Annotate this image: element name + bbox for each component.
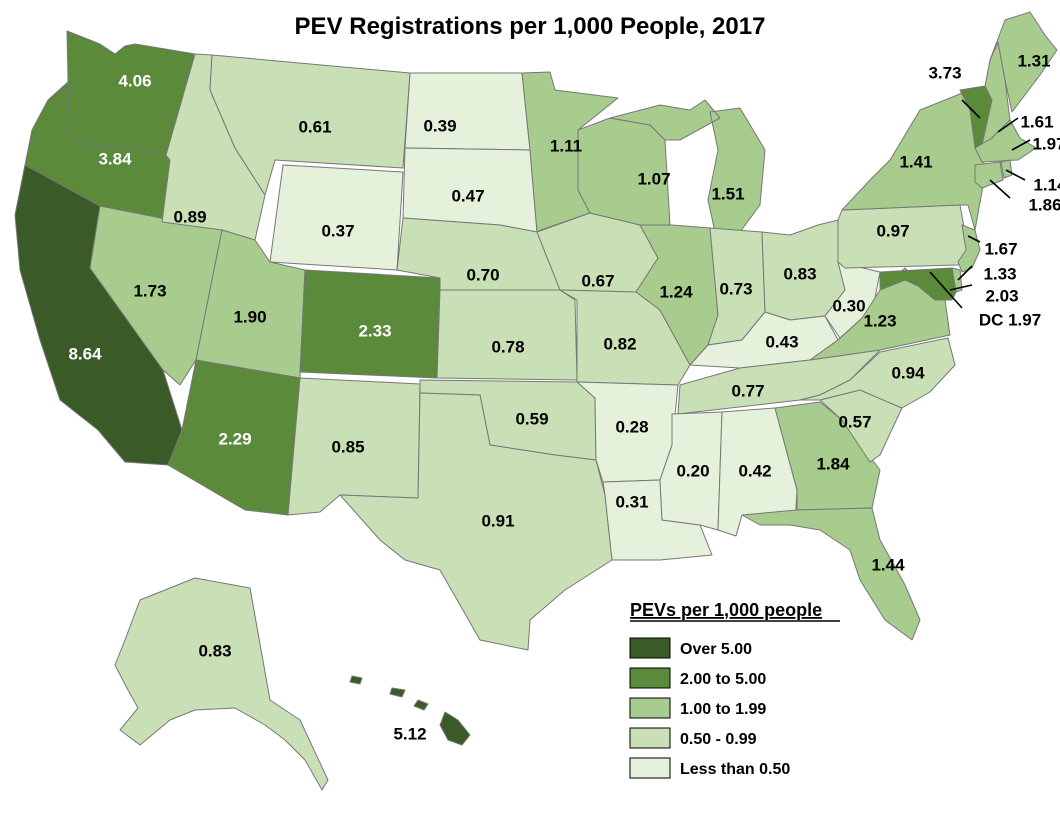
value-label-ky: 0.43: [765, 332, 798, 351]
value-label-sd: 0.47: [451, 186, 484, 205]
value-label-ia: 0.67: [581, 271, 614, 290]
value-label-mo: 0.82: [603, 334, 636, 353]
legend-label: 2.00 to 5.00: [680, 671, 766, 688]
value-label-mi: 1.51: [711, 184, 744, 203]
value-label-nj: 1.67: [984, 239, 1017, 258]
state-hi: [349, 675, 471, 746]
state-wy: [269, 164, 404, 271]
state-me: [989, 11, 1058, 113]
legend-label: Over 5.00: [680, 641, 752, 658]
legend: PEVs per 1,000 people Over 5.00 2.00 to 5…: [629, 600, 840, 779]
value-label-ut: 1.90: [233, 307, 266, 326]
value-label-ar: 0.28: [615, 417, 648, 436]
value-label-de: 1.33: [983, 264, 1016, 283]
value-label-ny: 1.41: [899, 152, 932, 171]
value-label-hi: 5.12: [393, 724, 426, 743]
state-ks: [436, 289, 578, 381]
value-label-fl: 1.44: [871, 555, 905, 574]
value-label-nc: 0.94: [891, 363, 925, 382]
legend-title: PEVs per 1,000 people: [630, 600, 822, 620]
legend-swatch: [629, 667, 671, 689]
value-label-ma: 1.97: [1032, 134, 1060, 153]
value-label-wi: 1.07: [637, 169, 670, 188]
state-fl: [741, 507, 921, 641]
value-label-nm: 0.85: [331, 437, 364, 456]
state-shapes: [14, 11, 1058, 791]
label-leader-lines: [929, 99, 1031, 309]
state-ga: [774, 401, 881, 511]
value-label-mn: 1.11: [550, 136, 582, 155]
legend-label: 0.50 - 0.99: [680, 731, 757, 748]
legend-swatch: [629, 697, 671, 719]
value-label-tn: 0.77: [731, 381, 764, 400]
value-label-mt: 0.61: [298, 117, 331, 136]
legend-swatch: [629, 637, 671, 659]
value-label-dc: DC 1.97: [979, 310, 1041, 329]
value-label-ca: 8.64: [68, 344, 102, 363]
value-label-nv: 1.73: [133, 281, 166, 300]
value-label-co: 2.33: [358, 321, 391, 340]
value-labels: 4.06 3.84 8.64 1.73 0.89 0.61 0.37 1.90 2.29 2.33…: [68, 51, 1060, 743]
value-label-ne: 0.70: [466, 265, 499, 284]
value-label-md: 2.03: [985, 286, 1018, 305]
state-wv: [824, 261, 881, 339]
legend-swatch: [629, 727, 671, 749]
map-title: PEV Registrations per 1,000 People, 2017: [295, 13, 766, 40]
legend-label: 1.00 to 1.99: [680, 701, 766, 718]
value-label-in: 0.73: [719, 279, 752, 298]
value-label-or: 3.84: [98, 149, 132, 168]
state-nc: [799, 337, 956, 409]
value-label-ok: 0.59: [515, 409, 548, 428]
value-label-ga: 1.84: [816, 454, 850, 473]
value-label-nh: 1.61: [1020, 112, 1053, 131]
value-label-il: 1.24: [659, 282, 693, 301]
legend-label: Less than 0.50: [680, 761, 790, 778]
value-label-pa: 0.97: [876, 221, 909, 240]
value-label-va: 1.23: [863, 311, 896, 330]
value-label-wy: 0.37: [321, 221, 354, 240]
value-label-ak: 0.83: [198, 641, 231, 660]
value-label-id: 0.89: [173, 207, 206, 226]
legend-swatch: [629, 757, 671, 779]
state-ma: [974, 119, 1037, 163]
state-ct: [974, 161, 1004, 189]
state-nd: [404, 72, 531, 151]
value-label-tx: 0.91: [481, 511, 514, 530]
value-label-ri: 1.14: [1033, 175, 1060, 194]
value-label-me: 1.31: [1017, 51, 1050, 70]
value-label-wv: 0.30: [832, 296, 865, 315]
value-label-wa: 4.06: [118, 71, 151, 90]
value-label-ms: 0.20: [676, 461, 709, 480]
value-label-la: 0.31: [615, 492, 648, 511]
state-ri: [1000, 159, 1013, 179]
state-tx: [339, 392, 613, 651]
value-label-ct: 1.86: [1028, 195, 1060, 214]
value-label-ks: 0.78: [491, 337, 524, 356]
value-label-sc: 0.57: [838, 412, 871, 431]
state-ak: [114, 577, 329, 791]
value-label-vt: 3.73: [928, 63, 961, 82]
value-label-nd: 0.39: [423, 116, 456, 135]
state-md: [879, 267, 957, 301]
value-label-az: 2.29: [218, 429, 251, 448]
value-label-al: 0.42: [738, 461, 771, 480]
value-label-oh: 0.83: [783, 264, 816, 283]
